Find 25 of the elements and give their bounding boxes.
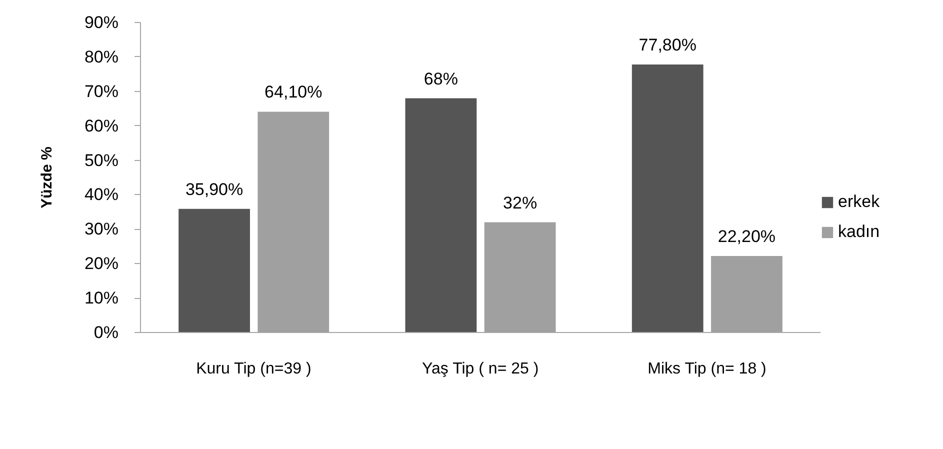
y-tick-label: 80%: [84, 47, 119, 66]
data-label: 77,80%: [638, 36, 696, 55]
y-tick-label: 50%: [84, 150, 119, 170]
data-label: 35,90%: [185, 180, 244, 199]
y-tick-label: 30%: [84, 220, 119, 239]
x-tick-label: Kuru Tip (n=39 ): [196, 360, 312, 378]
y-axis-title: Yüzde %: [38, 146, 56, 208]
y-tick-label: 10%: [84, 288, 119, 308]
y-tick-label: 40%: [84, 185, 119, 204]
data-label: 22,20%: [718, 227, 776, 246]
data-label: 64,10%: [264, 82, 322, 102]
x-tick-label: Yaş Tip ( n= 25 ): [422, 360, 539, 378]
y-tick-label: 90%: [84, 13, 119, 32]
y-tick-label: 70%: [84, 82, 119, 101]
bar: [632, 64, 704, 332]
bar: [178, 208, 250, 332]
y-tick-label: 20%: [84, 254, 119, 274]
legend-label: kadın: [838, 222, 880, 242]
data-label: 68%: [424, 69, 458, 88]
x-tick-label: Miks Tip (n= 18 ): [648, 360, 766, 378]
y-tick-label: 60%: [84, 116, 119, 136]
y-tick-label: 0%: [94, 323, 119, 342]
bar: [405, 98, 477, 332]
legend-label: erkek: [838, 192, 880, 212]
data-label: 32%: [503, 193, 538, 212]
